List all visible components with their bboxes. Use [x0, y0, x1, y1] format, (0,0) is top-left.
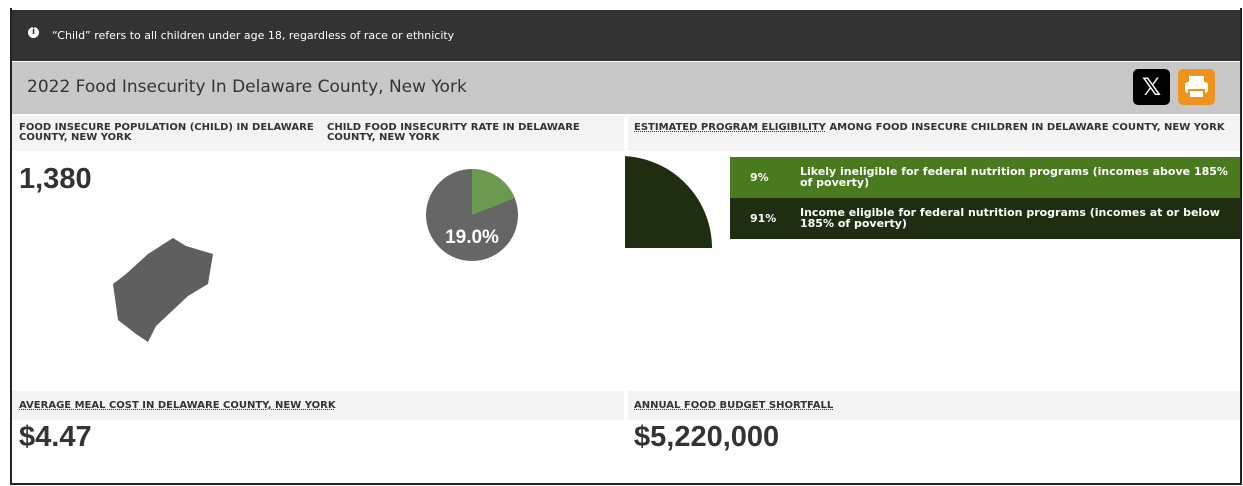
label-strip [628, 116, 1240, 151]
label-strip [12, 391, 624, 420]
panel-label: FOOD INSECURE POPULATION (CHILD) IN DELA… [19, 122, 314, 143]
legend-row: 9% Likely ineligible for federal nutritio… [730, 157, 1240, 198]
rate-pie: 19.0% [426, 169, 518, 261]
eligibility-pie [625, 156, 712, 248]
title: 2022 Food Insecurity In Delaware County,… [27, 77, 467, 97]
pie-slice [472, 169, 515, 215]
legend-value: 9% [750, 171, 769, 184]
title-bar: 2022 Food Insecurity In Delaware County,… [12, 62, 1240, 114]
label-strip [12, 116, 624, 151]
frame [10, 8, 1242, 485]
label-text: AMONG FOOD INSECURE CHILDREN IN DELAWARE… [829, 122, 1225, 133]
legend-text: Income eligible for federal nutrition pr… [800, 206, 1220, 230]
panel-label: AVERAGE MEAL COST IN DELAWARE COUNTY, NE… [19, 400, 336, 411]
panel-value: $5,220,000 [634, 421, 780, 453]
info-icon: i [28, 27, 39, 38]
legend-value: 91% [750, 212, 777, 225]
panel-label: ANNUAL FOOD BUDGET SHORTFALL [634, 400, 834, 411]
legend: 9% Likely ineligible for federal nutritio… [730, 157, 1240, 240]
print-button[interactable] [1178, 69, 1215, 105]
print-icon [1185, 76, 1208, 99]
panel-label: ESTIMATED PROGRAM ELIGIBILITY AMONG FOOD… [634, 123, 1234, 133]
legend-row: 91% Income eligible for federal nutrition… [730, 198, 1240, 239]
label-link[interactable]: ESTIMATED PROGRAM ELIGIBILITY [634, 122, 826, 133]
label-strip [628, 391, 1240, 420]
pie-slice [625, 156, 712, 248]
notice-bar: i “Child” refers to all children under a… [12, 10, 1240, 61]
notice-text: “Child” refers to all children under age… [52, 29, 455, 42]
panel-value: $4.47 [19, 421, 92, 453]
share-x-button[interactable]: 𝕏 [1133, 69, 1170, 105]
pie-label: 19.0% [445, 227, 499, 248]
panel-value: 1,380 [19, 163, 92, 195]
panel-label: CHILD FOOD INSECURITY RATE IN DELAWARE C… [327, 122, 580, 143]
county-map [113, 238, 213, 342]
pie-rotation [625, 156, 712, 248]
legend-text: Likely ineligible for federal nutrition … [800, 165, 1228, 189]
